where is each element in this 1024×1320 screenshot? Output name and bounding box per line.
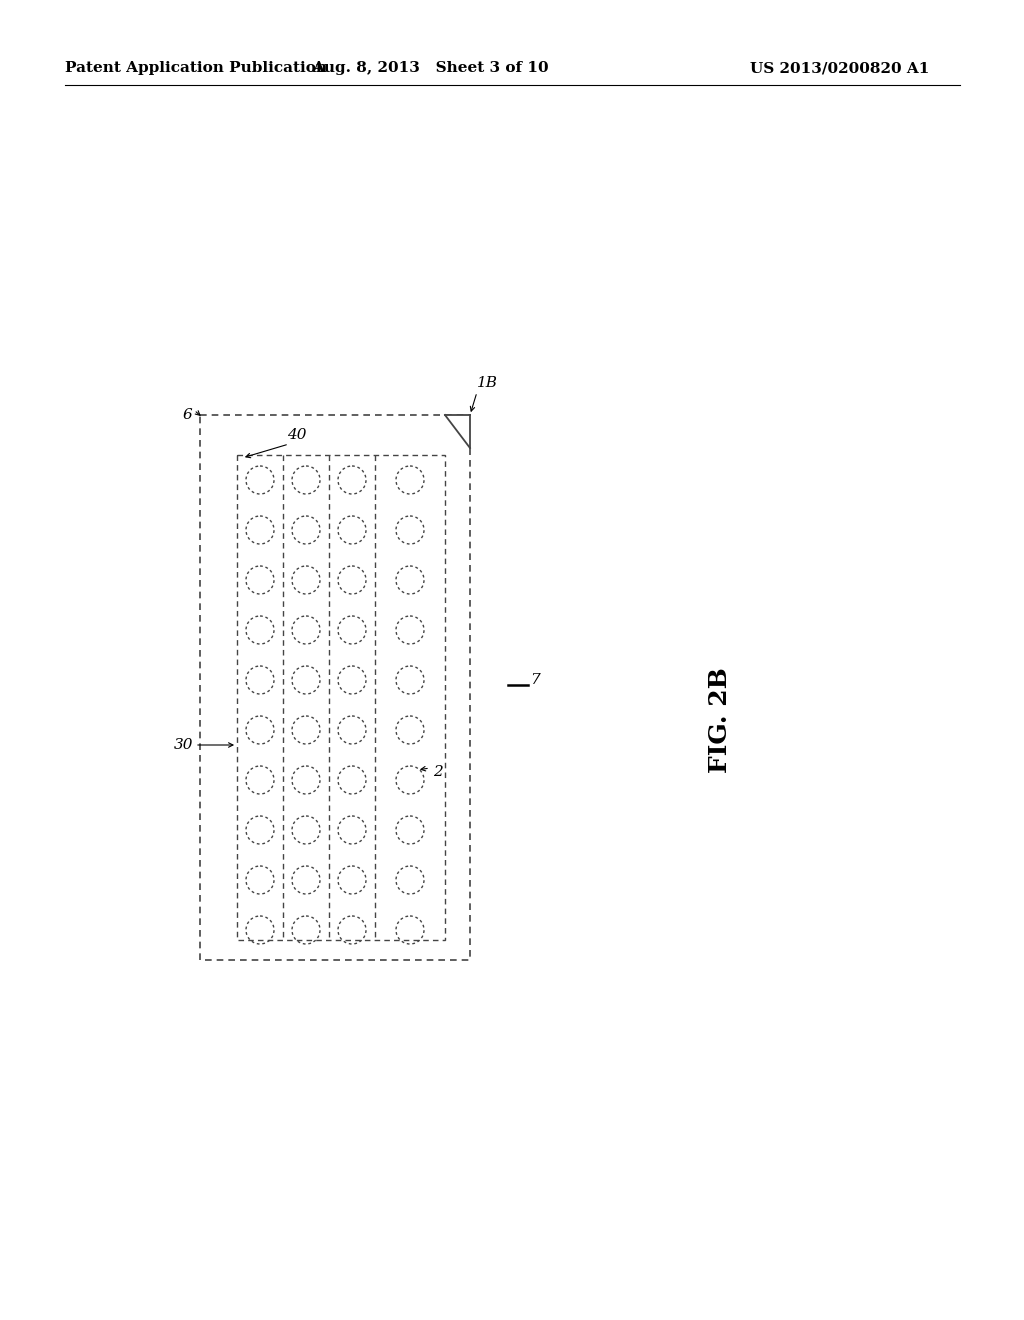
Text: FIG. 2B: FIG. 2B [708,667,732,774]
Text: 1B: 1B [477,376,498,389]
Text: 30: 30 [173,738,193,752]
Text: 6: 6 [182,408,193,422]
Text: 7: 7 [530,673,540,686]
Text: Patent Application Publication: Patent Application Publication [65,61,327,75]
Bar [200,414,470,960]
Text: Aug. 8, 2013   Sheet 3 of 10: Aug. 8, 2013 Sheet 3 of 10 [311,61,548,75]
Text: US 2013/0200820 A1: US 2013/0200820 A1 [751,61,930,75]
Text: 40: 40 [287,428,306,442]
Polygon shape [445,414,470,447]
Text: 2: 2 [433,766,442,779]
Bar [237,455,445,940]
